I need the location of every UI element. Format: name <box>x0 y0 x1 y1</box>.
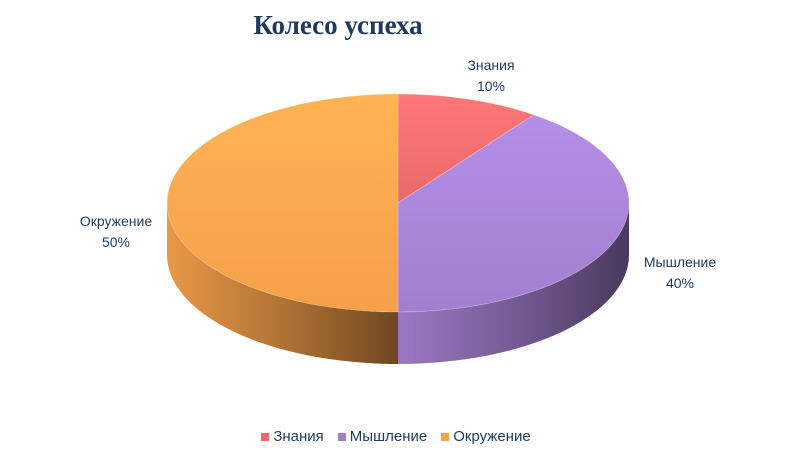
pie-side-slice-1 <box>398 203 629 364</box>
data-label-category: Мышление <box>644 254 716 270</box>
pie-sides <box>167 203 629 364</box>
legend-item: Знания <box>261 428 324 445</box>
data-label-value: 40% <box>666 275 694 291</box>
pie-slice-slice-1 <box>397 114 630 313</box>
legend: Знания Мышление Окружение <box>0 428 792 445</box>
legend-label: Мышление <box>349 428 428 445</box>
pie-labels: Знания 10% Мышление 40% Окружение 50% <box>80 57 716 291</box>
data-label-category: Знания <box>467 57 514 73</box>
legend-item: Мышление <box>337 428 428 445</box>
pie-side-slice-2 <box>167 203 398 364</box>
legend-swatch <box>261 432 270 441</box>
legend-label: Окружение <box>453 428 531 445</box>
data-label-value: 10% <box>477 78 505 94</box>
pie-slice-slice-2 <box>166 93 399 313</box>
data-label-value: 50% <box>102 234 130 250</box>
pie-top <box>166 93 630 313</box>
legend-label: Знания <box>273 428 324 445</box>
chart-title: Колесо успеха <box>253 10 423 40</box>
legend-swatch <box>441 432 450 441</box>
legend-swatch <box>337 432 346 441</box>
data-label-category: Окружение <box>80 213 153 229</box>
pie-slice-slice-0 <box>397 93 535 204</box>
pie-chart: Знания 10% Мышление 40% Окружение 50% <box>80 57 716 364</box>
legend-item: Окружение <box>441 428 531 445</box>
